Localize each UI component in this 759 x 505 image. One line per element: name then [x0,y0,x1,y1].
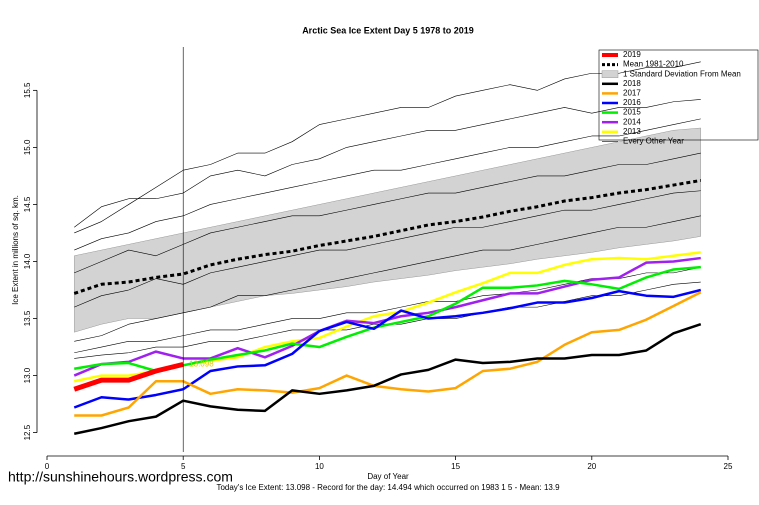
chart-title: Arctic Sea Ice Extent Day 5 1978 to 2019 [302,25,474,35]
y-tick-label: 14.5 [23,196,32,212]
footer: Today's Ice Extent: 13.098 - Record for … [216,483,560,492]
y-tick-label: 15.5 [23,82,32,98]
legend-label: 1 Standard Deviation From Mean [623,69,741,78]
series-line [73,361,184,392]
y-axis-label: Ice Extent in millions of sq. km. [11,195,20,305]
other-year-line [74,99,701,228]
legend-label: 2017 [623,89,641,98]
x-tick-label: 10 [315,462,324,471]
legend-swatch [601,70,619,78]
other-year-line [74,61,701,234]
x-axis-label: Day of Year [367,472,409,481]
legend-label: 2013 [623,127,641,136]
watermark: http://sunshinehours.wordpress.com [8,469,233,485]
series-line [74,291,702,417]
value-label: 13.098 [189,359,214,368]
legend-label: 2018 [623,79,641,88]
legend-box [598,49,759,141]
other-year-line [74,118,701,251]
y-tick-label: 15.0 [23,139,32,155]
legend-label: Mean 1981-2010 [623,60,684,69]
legend-label: 2016 [623,98,641,107]
x-tick-label: 25 [724,462,733,471]
x-tick-label: 15 [451,462,460,471]
legend-label: 2015 [623,108,641,117]
x-tick-label: 20 [587,462,596,471]
x-tick-label: 0 [45,462,50,471]
legend-label: 2014 [623,117,641,126]
other-year-line [74,190,701,308]
series-line [73,288,702,409]
y-tick-label: 13.0 [23,367,32,383]
legend-label: 2019 [623,50,641,59]
y-tick-label: 13.5 [23,310,32,326]
y-tick-label: 12.5 [23,424,32,440]
series-line [73,323,702,435]
x-tick-label: 5 [181,462,186,471]
other-year-line [74,152,701,274]
y-tick-label: 14.0 [23,253,32,269]
other-year-line [74,215,701,342]
legend-label: Every Other Year [623,137,684,146]
series-line [73,178,702,295]
